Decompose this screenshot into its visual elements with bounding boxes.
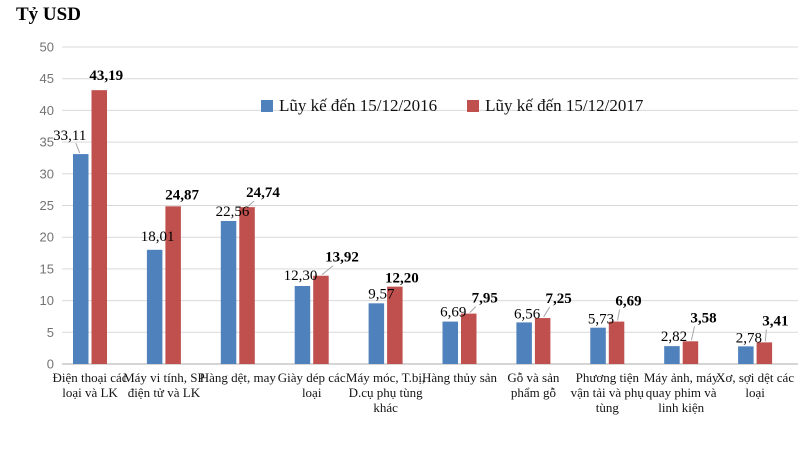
y-axis-tick-label: 20 [40, 230, 54, 245]
y-axis-tick-label: 0 [47, 357, 54, 372]
legend-item-2017: Lũy kế đến 15/12/2017 [467, 96, 643, 116]
data-label-2017: 24,74 [246, 185, 280, 201]
bar-2017-5 [461, 313, 477, 364]
label-leader-line [690, 326, 695, 341]
data-label-2016: 12,30 [284, 268, 318, 284]
y-axis-tick-label: 5 [47, 325, 54, 340]
bar-2016-2 [220, 220, 237, 364]
data-label-2016: 2,78 [736, 330, 762, 346]
data-label-2016: 9,57 [368, 286, 395, 302]
label-leader-line [764, 329, 767, 342]
bar-2016-5 [442, 321, 458, 364]
y-axis-tick-label: 30 [40, 166, 54, 181]
data-label-2016: 6,69 [440, 305, 466, 321]
bar-2016-8 [664, 346, 680, 364]
data-label-2016: 18,01 [141, 229, 175, 245]
bar-2017-3 [313, 275, 329, 364]
chart-legend: Lũy kế đến 15/12/2016 Lũy kế đến 15/12/2… [261, 96, 643, 116]
bar-2017-0 [91, 90, 107, 364]
data-label-2017: 3,41 [762, 313, 788, 329]
legend-swatch-2016-icon [261, 100, 273, 112]
bar-2016-1 [146, 249, 163, 364]
bar-2016-4 [368, 303, 385, 364]
y-axis-tick-label: 50 [40, 40, 54, 55]
data-label-2017: 3,58 [690, 310, 716, 326]
y-axis-tick-label: 15 [40, 261, 54, 276]
label-leader-line [543, 306, 551, 318]
y-axis-tick-label: 45 [40, 71, 54, 86]
legend-label-2016: Lũy kế đến 15/12/2016 [279, 96, 438, 115]
data-label-2016: 6,56 [514, 306, 541, 322]
bar-2017-2 [239, 207, 255, 364]
bar-2017-1 [165, 206, 181, 364]
y-axis-tick-label: 35 [40, 135, 54, 150]
data-label-2017: 24,87 [165, 187, 199, 203]
y-axis-tick-label: 25 [40, 198, 54, 213]
bar-2016-3 [294, 286, 311, 364]
data-label-2016: 22,56 [216, 204, 250, 220]
data-label-2016: 5,73 [588, 312, 614, 328]
label-leader-line [617, 309, 621, 321]
bar-2016-0 [73, 154, 89, 364]
chart-title: Tỷ USD [16, 4, 81, 25]
bar-2016-7 [590, 327, 606, 364]
bar-2017-4 [387, 286, 403, 364]
bar-2017-7 [608, 321, 625, 364]
data-label-2016: 33,11 [53, 128, 86, 144]
bar-2016-9 [738, 346, 754, 364]
label-leader-line [247, 200, 255, 207]
data-label-2017: 12,20 [385, 271, 419, 287]
label-leader-line [469, 306, 477, 313]
legend-item-2016: Lũy kế đến 15/12/2016 [261, 96, 437, 116]
data-label-2016: 2,82 [661, 329, 687, 345]
y-axis-tick-label: 10 [40, 293, 54, 308]
legend-swatch-2017-icon [467, 100, 480, 112]
label-leader-line [321, 265, 334, 276]
y-axis-tick-label: 40 [40, 103, 54, 118]
data-label-2017: 7,95 [472, 291, 498, 307]
data-label-2017: 13,92 [325, 250, 359, 266]
data-label-2017: 7,25 [546, 291, 572, 307]
data-label-2017: 43,19 [89, 68, 123, 84]
data-label-2017: 6,69 [615, 294, 641, 310]
bar-2016-6 [516, 322, 532, 364]
bar-2017-8 [682, 341, 699, 364]
bar-2017-9 [756, 342, 773, 364]
legend-label-2017: Lũy kế đến 15/12/2017 [485, 96, 644, 115]
label-leader-line [75, 142, 81, 154]
bar-2017-6 [534, 318, 551, 364]
